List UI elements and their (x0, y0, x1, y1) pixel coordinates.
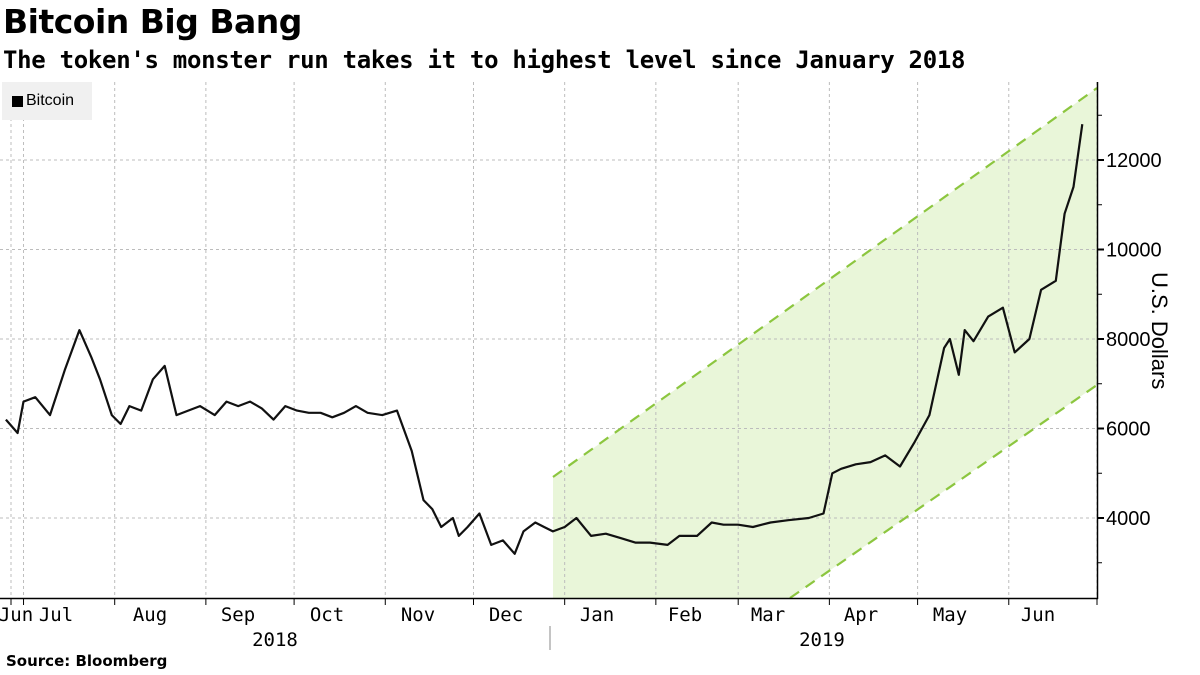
source-note: Source: Bloomberg (6, 652, 168, 670)
y-axis-labels: 12000 10000 8000 6000 4000 (1106, 150, 1162, 530)
x-tick-label: Oct (310, 604, 344, 626)
channel-upper-line (552, 87, 1098, 478)
y-tick-label: 8000 (1106, 329, 1151, 351)
x-tick-label: Mar (751, 604, 785, 626)
x-axis-ticks (10, 598, 1098, 605)
trend-channel-fill (553, 88, 1097, 598)
x-tick-label: Jan (580, 604, 614, 626)
x-tick-label: May (933, 604, 967, 626)
chart-title: Bitcoin Big Bang (3, 2, 302, 41)
channel-lower-line (789, 384, 1098, 599)
x-axis-labels: Jun Jul Aug Sep Oct Nov Dec Jan Feb Mar Apr May Jun 2… (0, 604, 1055, 651)
x-tick-label: Dec (489, 604, 523, 626)
y-tick-label: 6000 (1106, 419, 1151, 441)
y-tick-label: 12000 (1106, 150, 1162, 172)
y-tick-label: 4000 (1106, 508, 1151, 530)
square-swatch-icon (12, 95, 23, 107)
x-tick-label: Jun (1021, 604, 1055, 626)
x-tick-label: Nov (401, 604, 435, 626)
x-tick-label: Feb (668, 604, 702, 626)
y-tick-label: 10000 (1106, 240, 1162, 262)
x-tick-label: Aug (133, 604, 167, 626)
x-year-label: 2019 (799, 629, 845, 651)
x-tick-label: Jun (0, 604, 33, 626)
chart-subtitle: The token's monster run takes it to high… (3, 46, 966, 74)
legend-label-bitcoin: Bitcoin (26, 92, 75, 109)
y-axis-title: U.S. Dollars (1147, 272, 1172, 390)
x-tick-label: Apr (844, 604, 878, 626)
x-year-label: 2018 (252, 629, 298, 651)
bitcoin-price-line (5, 124, 1084, 555)
legend: Bitcoin (2, 82, 92, 120)
x-tick-label: Sep (221, 604, 255, 626)
grid-lines (0, 82, 1098, 598)
y-axis-ticks (1097, 114, 1104, 564)
x-tick-label: Jul (39, 604, 73, 626)
